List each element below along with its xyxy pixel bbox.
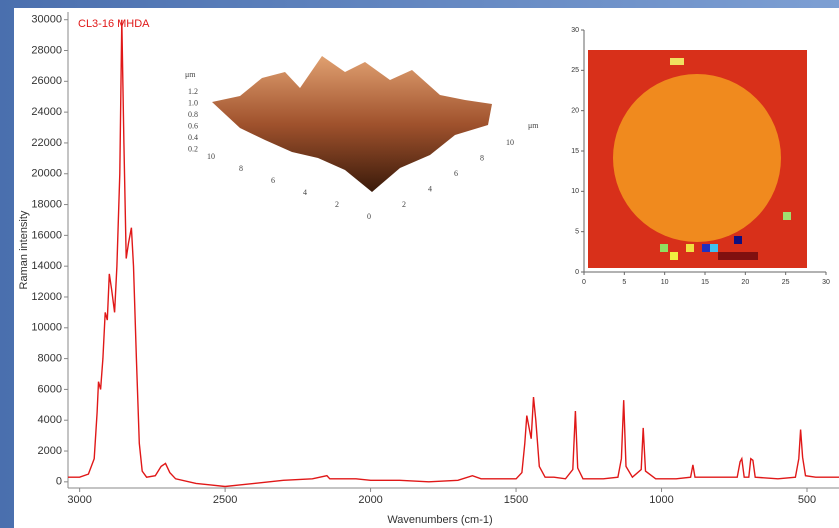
x-tick-label: 0 [367, 212, 371, 221]
y-tick-label: 22000 [31, 137, 62, 149]
cell [660, 244, 668, 252]
z-tick-label: 0.4 [188, 133, 198, 142]
x-tick-label: 8 [239, 164, 243, 173]
inset-x-tick-label: 25 [782, 279, 790, 286]
inset-y-tick-label: 5 [575, 229, 579, 236]
z-axis-title: μm [185, 70, 196, 79]
y-tick-label: 2000 [38, 445, 62, 457]
y-tick-label: 12000 [31, 291, 62, 303]
surface-inset: μm μm [185, 56, 539, 192]
cell [734, 236, 742, 244]
inset-y-tick-label: 30 [571, 27, 579, 34]
y-axis-title: Raman intensity [18, 210, 30, 289]
cell [670, 252, 678, 260]
x-tick-label: 1000 [649, 494, 673, 506]
heatmap-inset [588, 50, 807, 268]
inset-y-tick-label: 20 [571, 108, 579, 115]
y-tick-label: 28000 [31, 44, 62, 56]
chart-title: CL3-16 MHDA [78, 18, 150, 30]
cell [710, 244, 718, 252]
x-tick-label: 1500 [504, 494, 528, 506]
y-tick-label: 26000 [31, 75, 62, 87]
y-tick-label: 16000 [31, 229, 62, 241]
cell [718, 252, 758, 260]
heatmap-spot [613, 74, 781, 242]
cell [670, 58, 684, 65]
inset-x-tick-label: 5 [622, 279, 626, 286]
y-tick-label: 4 [428, 184, 432, 193]
z-tick-label: 0.2 [188, 144, 198, 153]
x-axis-title: Wavenumbers (cm-1) [387, 514, 492, 526]
z-tick-label: 0.8 [188, 110, 198, 119]
z-tick-label: 1.2 [188, 87, 198, 96]
y-tick-label: 18000 [31, 198, 62, 210]
inset-x-tick-label: 15 [701, 279, 709, 286]
y-tick-label: 24000 [31, 106, 62, 118]
z-tick-label: 0.6 [188, 121, 198, 130]
y-tick-label: 4000 [38, 414, 62, 426]
y-tick-label: 2 [402, 200, 406, 209]
spectrum-line [68, 19, 839, 488]
cell [783, 212, 791, 220]
x-tick-label: 6 [271, 176, 275, 185]
x-tick-label: 2500 [213, 494, 237, 506]
y-tick-label: 10 [506, 138, 514, 147]
y-tick-label: 6 [454, 169, 458, 178]
x-tick-label: 2000 [358, 494, 382, 506]
cell [702, 244, 710, 252]
z-tick-label: 1.0 [188, 98, 198, 107]
surface [212, 56, 492, 192]
x-tick-label: 3000 [67, 494, 91, 506]
y-tick-label: 6000 [38, 383, 62, 395]
cell [686, 244, 694, 252]
x-tick-label: 10 [207, 152, 215, 161]
y-tick-label: 20000 [31, 168, 62, 180]
inset-x-tick-label: 0 [582, 279, 586, 286]
inset-y-tick-label: 0 [575, 269, 579, 276]
x-tick-label: 2 [335, 200, 339, 209]
y-tick-label: 0 [56, 476, 62, 488]
x-tick-label: 4 [303, 188, 307, 197]
inset-y-tick-label: 15 [571, 148, 579, 155]
y-tick-label: 10000 [31, 322, 62, 334]
inset-y-tick-label: 25 [571, 67, 579, 74]
inset-x-tick-label: 10 [661, 279, 669, 286]
inset-y-tick-label: 10 [571, 188, 579, 195]
inset-x-tick-label: 20 [741, 279, 749, 286]
y-tick-label: 8 [480, 153, 484, 162]
x-tick-label: 500 [798, 494, 816, 506]
y-tick-label: 14000 [31, 260, 62, 272]
y-tick-label: 8000 [38, 353, 62, 365]
y-tick-label: 30000 [31, 14, 62, 26]
inset-x-tick-label: 30 [822, 279, 830, 286]
y-axis-title: μm [528, 121, 539, 130]
